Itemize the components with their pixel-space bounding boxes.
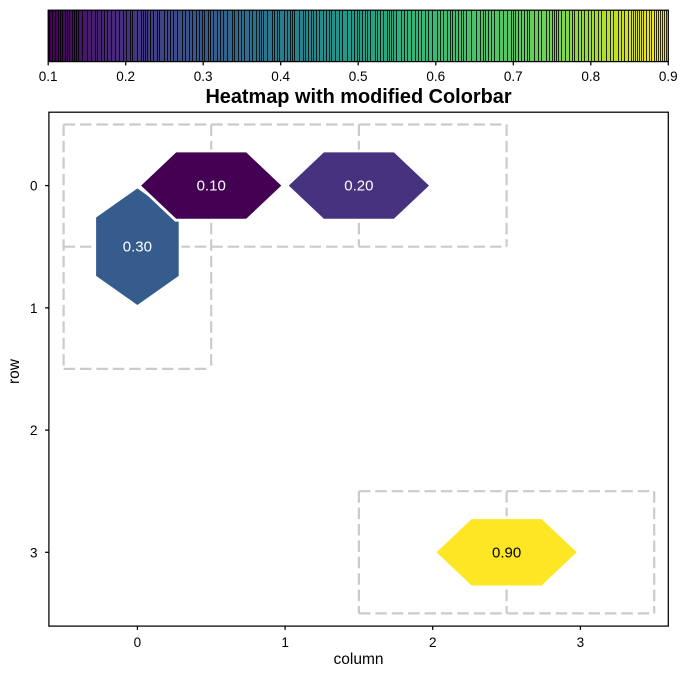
svg-text:row: row [6,358,23,384]
svg-text:1: 1 [30,301,38,316]
svg-text:0.1: 0.1 [39,69,58,84]
svg-text:0.2: 0.2 [116,69,135,84]
svg-text:2: 2 [30,423,38,438]
svg-text:0.8: 0.8 [581,69,600,84]
svg-text:0.90: 0.90 [492,544,521,561]
svg-text:0: 0 [134,635,142,650]
svg-text:0.30: 0.30 [123,239,152,256]
svg-text:0: 0 [30,179,38,194]
svg-text:0.3: 0.3 [194,69,213,84]
svg-text:0.9: 0.9 [659,69,678,84]
svg-text:3: 3 [577,635,585,650]
svg-text:0.20: 0.20 [344,178,373,195]
svg-text:column: column [334,651,384,668]
svg-text:Heatmap with modified Colorbar: Heatmap with modified Colorbar [205,86,511,108]
svg-text:0.7: 0.7 [504,69,523,84]
svg-text:3: 3 [30,545,38,560]
svg-text:0.6: 0.6 [426,69,445,84]
svg-text:0.4: 0.4 [271,69,290,84]
svg-text:0.10: 0.10 [197,178,226,195]
svg-text:1: 1 [281,635,289,650]
svg-text:0.5: 0.5 [349,69,368,84]
svg-text:2: 2 [429,635,437,650]
